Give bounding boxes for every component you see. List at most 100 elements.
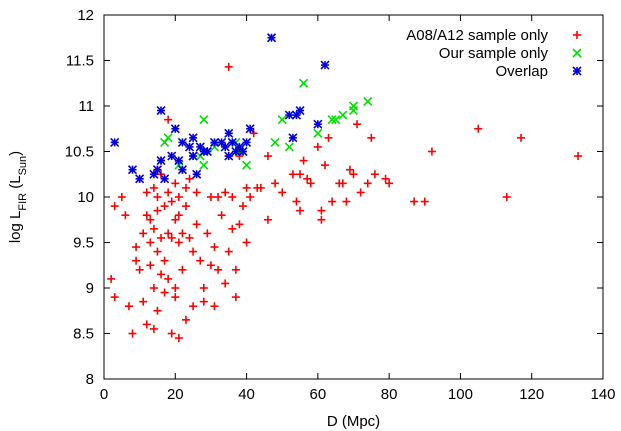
legend-marker [572, 66, 582, 76]
red-plus-point [196, 256, 205, 265]
red-plus-point [228, 224, 237, 233]
blue-star-point [127, 165, 138, 175]
red-plus-point [164, 229, 173, 238]
red-plus-point [217, 211, 226, 220]
red-plus-point [192, 188, 201, 197]
red-plus-point [367, 133, 376, 142]
red-plus-point [149, 224, 158, 233]
blue-star-point [202, 146, 212, 157]
red-plus-point [363, 179, 372, 188]
red-plus-point [231, 265, 240, 274]
blue-star-point [266, 33, 277, 43]
red-plus-point [181, 202, 190, 211]
red-plus-point [288, 170, 297, 179]
red-plus-point [410, 197, 419, 206]
green-x-point [363, 96, 373, 107]
red-plus-point [356, 188, 365, 197]
red-plus-point [124, 302, 133, 311]
red-plus-point [502, 193, 511, 201]
blue-star-point [188, 151, 198, 161]
blue-star-point [295, 105, 305, 116]
red-plus-point [174, 334, 183, 343]
blue-star-point [184, 142, 195, 152]
red-plus-point [139, 229, 148, 238]
x-tick-label: 140 [590, 386, 615, 403]
red-plus-point [171, 293, 180, 302]
y-axis-title-mid: (L [7, 175, 24, 193]
red-plus-point [164, 188, 173, 197]
green-x-point [348, 101, 359, 111]
blue-star-point [313, 119, 323, 129]
red-plus-point [221, 279, 230, 288]
legend-marker [572, 48, 582, 58]
red-plus-point [192, 220, 201, 229]
red-plus-point [110, 293, 119, 302]
green-x-point [331, 115, 341, 125]
red-plus-point [224, 247, 233, 256]
green-x-point [299, 78, 309, 88]
red-plus-point [160, 256, 169, 265]
red-plus-point [228, 193, 237, 201]
y-tick-label: 9 [86, 280, 94, 297]
red-plus-point [263, 215, 272, 224]
green-x-point [277, 115, 287, 125]
red-plus-point [246, 193, 255, 201]
x-tick-label: 100 [448, 386, 473, 403]
red-plus-point [164, 115, 173, 124]
legend-label: A08/A12 sample only [406, 27, 548, 44]
legend-label: Our sample only [439, 45, 549, 62]
blue-star-point [242, 137, 252, 147]
x-axis-title: D (Mpc) [327, 413, 380, 430]
red-plus-point [110, 202, 119, 211]
blue-star-point [220, 142, 230, 152]
green-x-point [199, 160, 209, 170]
red-plus-point [121, 211, 130, 220]
red-plus-point [157, 233, 166, 242]
red-plus-point [317, 206, 326, 215]
blue-star-point [167, 151, 177, 161]
green-x-point [327, 115, 337, 125]
red-plus-point [206, 193, 215, 201]
red-plus-point [427, 147, 436, 156]
red-plus-point [153, 206, 162, 215]
red-plus-point [338, 179, 347, 188]
blue-star-point [284, 110, 294, 120]
y-axis-title-unit-sub: Sun [17, 156, 29, 176]
red-plus-point [153, 306, 162, 315]
green-x-point [163, 133, 173, 143]
red-plus-point [206, 261, 215, 270]
red-plus-point [242, 238, 251, 247]
red-plus-point [328, 197, 337, 206]
blue-star-point [188, 133, 198, 143]
y-tick-label: 11 [78, 98, 94, 115]
green-x-point [199, 115, 209, 125]
red-plus-point [142, 188, 151, 197]
blue-star-point [170, 124, 180, 134]
red-plus-point [189, 302, 198, 311]
x-tick-label: 20 [167, 386, 184, 403]
red-plus-point [146, 215, 155, 224]
red-plus-point [517, 133, 526, 142]
red-plus-point [381, 174, 390, 183]
red-plus-point [349, 170, 358, 179]
red-plus-point [296, 206, 305, 215]
blue-star-point [156, 156, 166, 166]
red-plus-point [132, 243, 141, 252]
red-plus-point [189, 247, 198, 256]
red-plus-point [178, 265, 187, 274]
red-plus-point [214, 193, 223, 201]
red-plus-point [210, 302, 219, 311]
red-plus-point [181, 183, 190, 192]
red-plus-point [239, 202, 248, 211]
red-plus-point [306, 179, 315, 188]
green-x-point [270, 137, 280, 147]
blue-star-point [110, 137, 120, 147]
red-plus-point [146, 261, 155, 270]
blue-star-point [152, 165, 163, 175]
red-plus-point [345, 165, 354, 174]
red-plus-point [181, 315, 190, 324]
red-plus-point [249, 129, 258, 138]
red-plus-point [164, 274, 173, 283]
red-plus-point [174, 238, 183, 247]
